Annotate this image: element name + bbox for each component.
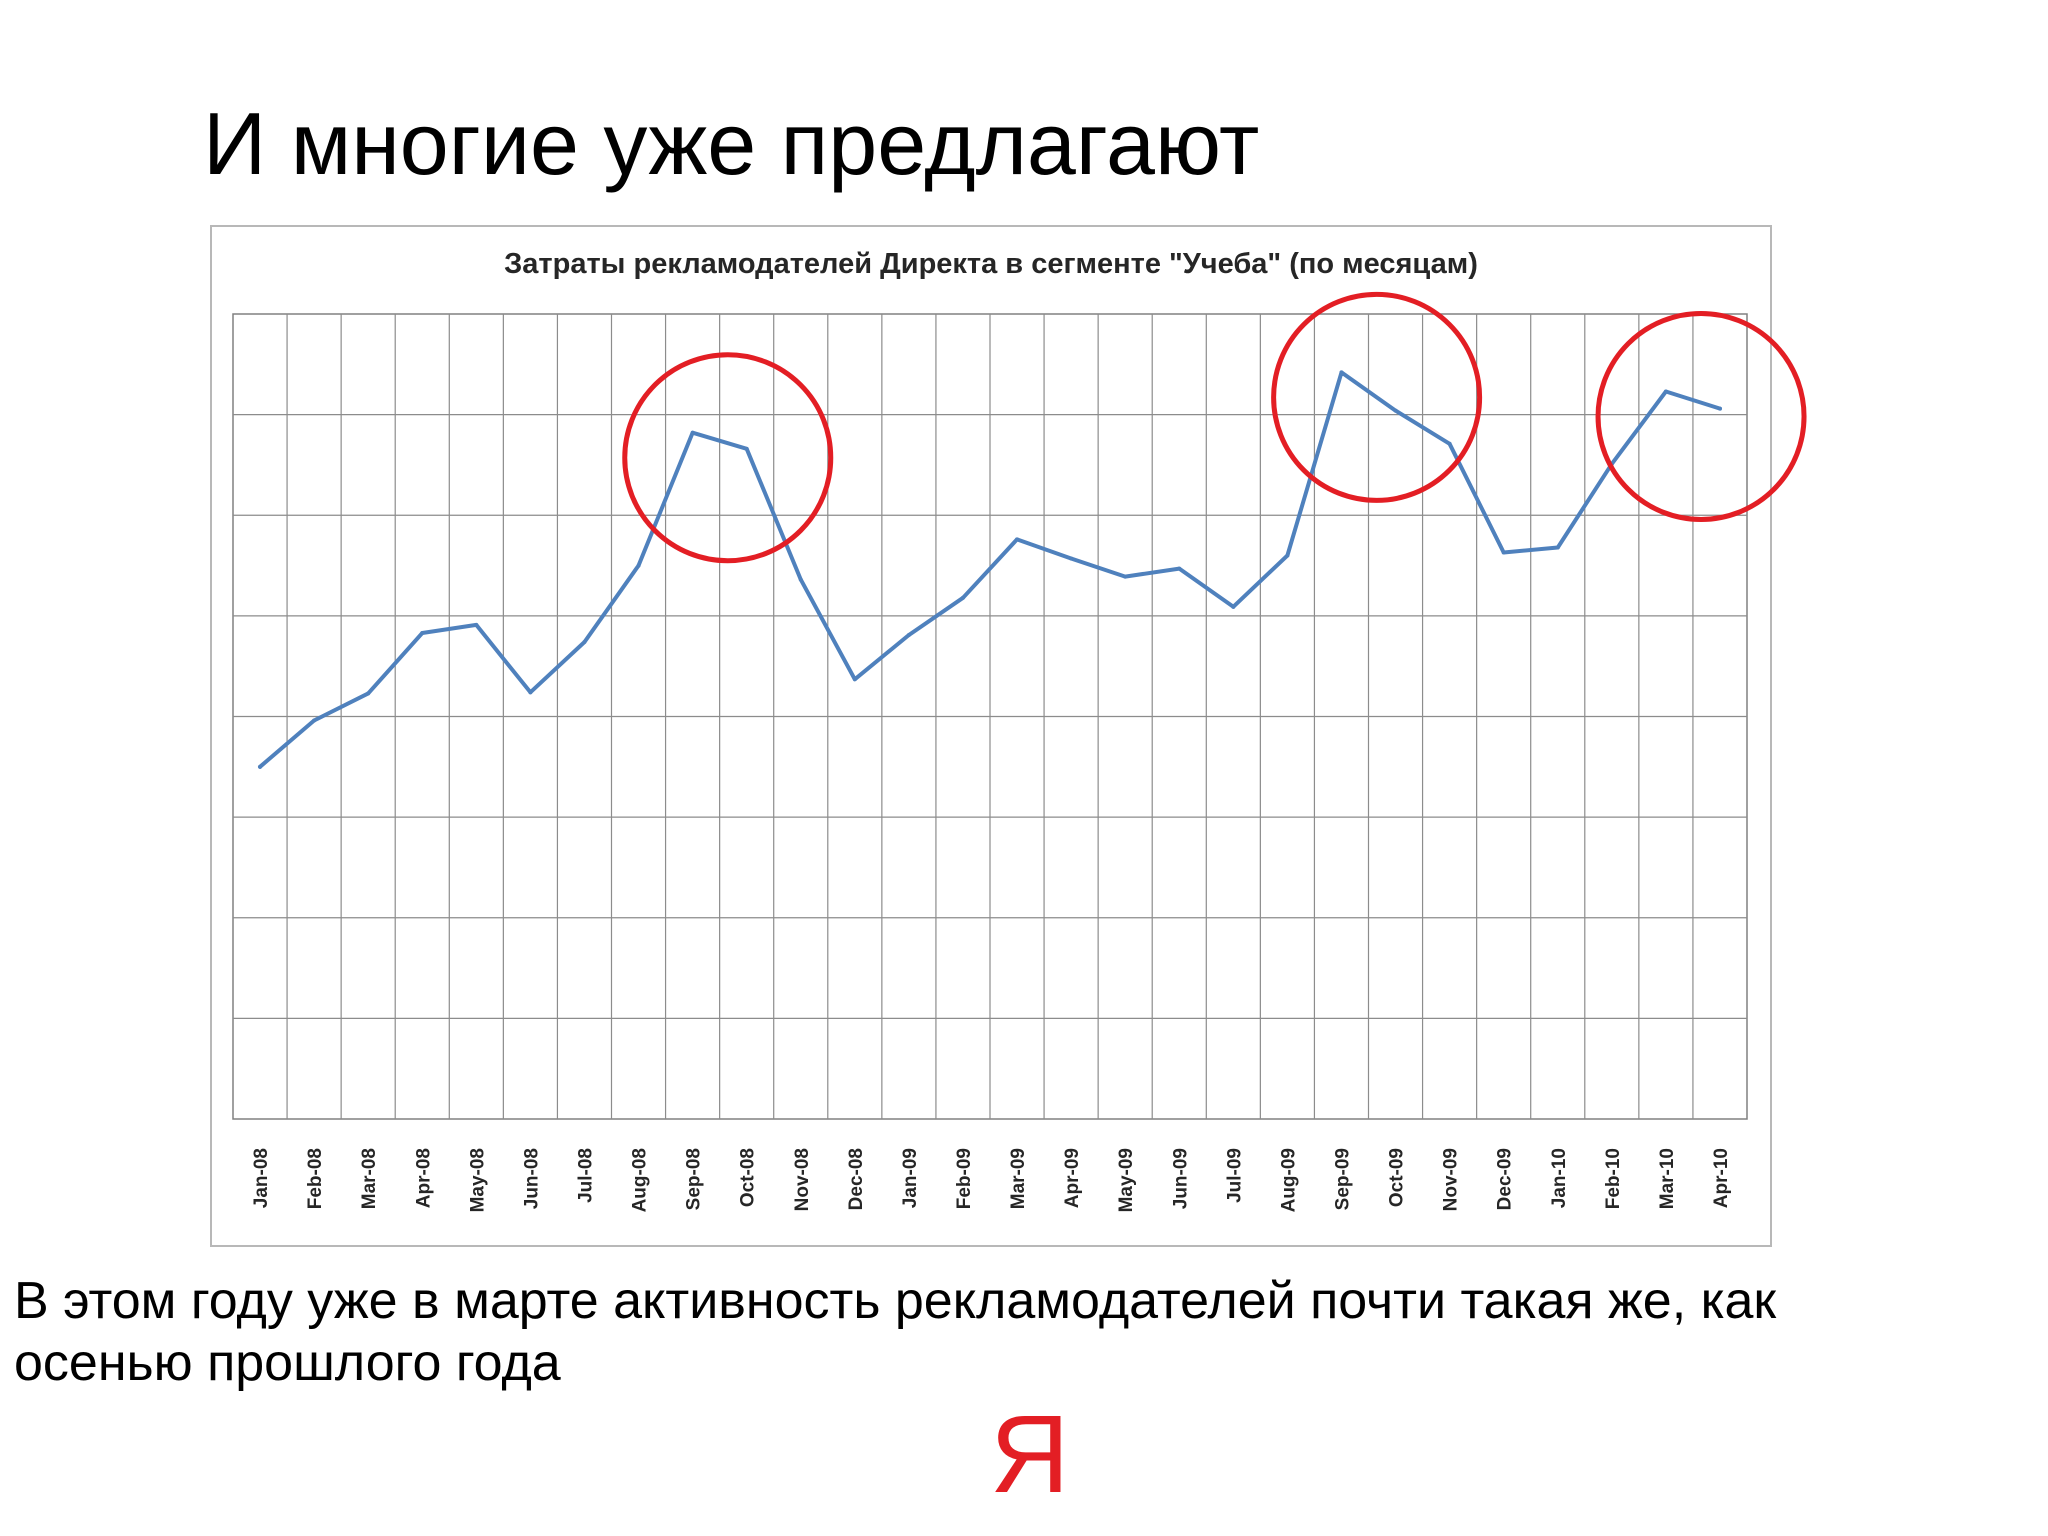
data-point — [528, 690, 533, 695]
data-point — [1177, 566, 1182, 571]
x-tick-label: Apr-09 — [1062, 1148, 1083, 1208]
data-series — [258, 370, 1722, 769]
data-point — [582, 640, 587, 645]
data-point — [420, 630, 425, 635]
x-tick-label: Jul-09 — [1224, 1148, 1245, 1203]
data-point — [1663, 389, 1668, 394]
data-point — [474, 622, 479, 627]
slide-title: И многие уже предлагают — [203, 94, 1260, 193]
x-tick-label: Mar-08 — [359, 1148, 380, 1209]
data-point — [1393, 408, 1398, 413]
data-point — [312, 718, 317, 723]
x-tick-label: Aug-09 — [1278, 1148, 1299, 1212]
x-tick-label: Sep-08 — [684, 1148, 705, 1210]
x-tick-label: Feb-10 — [1603, 1148, 1624, 1209]
x-tick-label: Dec-08 — [846, 1148, 867, 1210]
highlight-circle — [1271, 291, 1483, 503]
data-point — [690, 430, 695, 435]
series-line — [258, 370, 1722, 769]
highlight-circle — [1595, 310, 1807, 522]
highlight-circles — [622, 291, 1807, 564]
chart-title: Затраты рекламодателей Директа в сегмент… — [504, 248, 1478, 280]
x-tick-label: Jun-08 — [521, 1148, 542, 1209]
x-tick-label: Nov-08 — [792, 1148, 813, 1211]
yandex-logo: Я — [990, 1393, 1070, 1516]
x-tick-label: Sep-09 — [1332, 1148, 1353, 1210]
data-point — [1717, 406, 1722, 411]
x-tick-label: Jun-09 — [1170, 1148, 1191, 1209]
data-point — [744, 446, 749, 451]
x-tick-label: Jan-10 — [1549, 1148, 1570, 1208]
data-point — [1339, 370, 1344, 375]
x-tick-label: Nov-09 — [1441, 1148, 1462, 1211]
x-tick-label: Jul-08 — [575, 1148, 596, 1203]
x-tick-label: Apr-08 — [413, 1148, 434, 1208]
x-tick-label: Dec-09 — [1495, 1148, 1516, 1210]
data-point — [1555, 545, 1560, 550]
data-point — [906, 632, 911, 637]
highlight-circle — [622, 352, 834, 564]
x-tick-label: Apr-10 — [1711, 1148, 1732, 1208]
data-point — [1123, 574, 1128, 579]
x-tick-labels: Jan-08 Feb-08 Mar-08 Apr-08 May-08 Jun-08 Jul-… — [251, 1148, 1732, 1212]
data-point — [1285, 553, 1290, 558]
x-tick-label: Jan-09 — [900, 1148, 921, 1208]
data-point — [366, 691, 371, 696]
data-point — [1501, 550, 1506, 555]
x-tick-label: May-09 — [1116, 1148, 1137, 1212]
data-point — [1069, 556, 1074, 561]
data-point — [1447, 441, 1452, 446]
x-tick-label: Feb-08 — [305, 1148, 326, 1209]
x-tick-label: Jan-08 — [251, 1148, 272, 1208]
x-tick-label: May-08 — [467, 1148, 488, 1212]
gridlines — [233, 314, 1747, 1119]
data-point — [1015, 537, 1020, 542]
data-point — [258, 764, 263, 769]
data-point — [960, 595, 965, 600]
x-tick-label: Mar-10 — [1657, 1148, 1678, 1209]
x-tick-label: Mar-09 — [1008, 1148, 1029, 1209]
x-tick-label: Feb-09 — [954, 1148, 975, 1209]
data-point — [636, 563, 641, 568]
slide-caption: В этом году уже в марте активность рекла… — [14, 1272, 1777, 1392]
x-tick-label: Oct-09 — [1387, 1148, 1408, 1207]
x-tick-label: Aug-08 — [630, 1148, 651, 1212]
data-point — [1231, 604, 1236, 609]
data-point — [852, 677, 857, 682]
data-point — [798, 577, 803, 582]
x-tick-label: Oct-08 — [738, 1148, 759, 1207]
